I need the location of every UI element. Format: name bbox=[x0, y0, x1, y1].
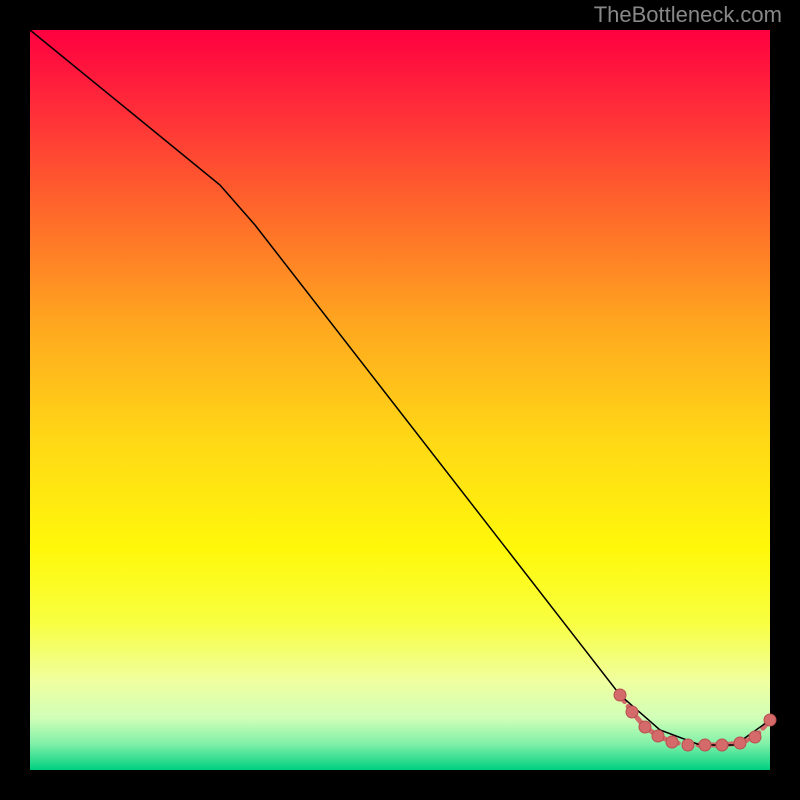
marker-point bbox=[734, 737, 746, 749]
marker-point bbox=[614, 689, 626, 701]
marker-point bbox=[749, 731, 761, 743]
plot-background bbox=[30, 30, 770, 770]
marker-point bbox=[764, 714, 776, 726]
chart-svg bbox=[0, 0, 800, 800]
marker-point bbox=[639, 721, 651, 733]
marker-point bbox=[652, 730, 664, 742]
marker-point bbox=[716, 739, 728, 751]
marker-point bbox=[626, 706, 638, 718]
chart-container: { "watermark": { "text": "TheBottleneck.… bbox=[0, 0, 800, 800]
marker-point bbox=[666, 736, 678, 748]
marker-point bbox=[682, 739, 694, 751]
watermark-text: TheBottleneck.com bbox=[594, 2, 782, 28]
marker-point bbox=[699, 739, 711, 751]
